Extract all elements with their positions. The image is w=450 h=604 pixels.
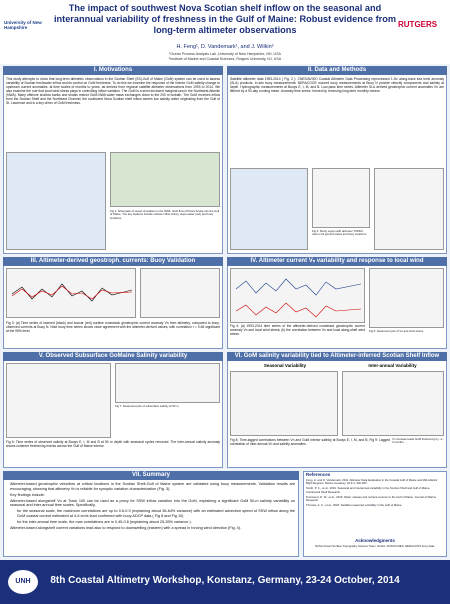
section-title: II. Data and Methods	[227, 66, 447, 75]
title: The impact of southwest Nova Scotian she…	[53, 3, 397, 35]
figure	[230, 268, 365, 323]
map-figure	[6, 152, 106, 250]
section-title: VII. Summary	[3, 471, 299, 480]
footer	[0, 560, 450, 604]
figure	[312, 168, 370, 228]
caption: Vn increase leads GoM freshening by ~1-3…	[392, 438, 444, 445]
section-title: IV. Altimeter current Vₙ variability and…	[227, 257, 447, 266]
body-text: Fig 6: Time series of observed salinity …	[6, 440, 220, 448]
bullet: Altimeter-based alongshelf current varia…	[10, 526, 242, 531]
caption: Fig 2: Study region with altimeter TOPEX…	[312, 230, 367, 237]
affiliation: ²Institute of Marine and Coastal Science…	[168, 57, 282, 61]
reference: Feng, H. and D. Vandemark, 2011. Altimet…	[306, 479, 438, 486]
body-text: Fig 8: Time-lagged correlations between …	[230, 438, 390, 446]
acknowledgments-text: NASA Ocean Surface Topography Science Te…	[315, 545, 435, 548]
reference: Smith, P. C., et al., 2001. Seasonal and…	[306, 486, 431, 494]
acknowledgments-title: Acknowledgments	[355, 538, 395, 543]
header	[0, 0, 450, 64]
figure	[374, 168, 444, 250]
map-figure	[230, 168, 308, 250]
figure-label: Seasonal Variability	[263, 363, 307, 368]
body-text: Fig 4: (a) 1993-2014 time series of the …	[230, 324, 365, 336]
figure	[115, 363, 220, 403]
figure	[342, 371, 444, 436]
section-title: VI. GoM salinity variability tied to Alt…	[227, 352, 447, 361]
figure-sketch	[235, 278, 362, 318]
figure-label: Inter-annual Variability	[368, 363, 417, 368]
body-text: Satellite altimeter data 1993-2014 ( Fig…	[230, 77, 444, 93]
section-title: I. Motivations	[3, 66, 223, 75]
bullet: for the seasonal scale, the maximum corr…	[17, 509, 295, 519]
caption: Fig 5: Seasonal cycle of Vn and wind str…	[369, 330, 424, 333]
panel	[303, 471, 447, 557]
body-text: Fig 3: (a) Time series of lowered (black…	[6, 321, 220, 333]
reference: Thomas, A. C., et al., 2003. Satellite-m…	[306, 502, 403, 507]
figure	[230, 371, 338, 436]
logo-right: RUTGERS	[398, 20, 438, 29]
map-figure	[110, 152, 220, 207]
section-title: V. Observed Subsurface GoMaine Salinity …	[3, 352, 223, 361]
figure	[6, 363, 111, 438]
reference: Townsend, D. W., et al., 2015. Water mas…	[306, 494, 437, 503]
figure	[369, 268, 444, 328]
reference-list: Feng, H. and D. Vandemark, 2011. Altimet…	[306, 479, 444, 537]
affiliation: ¹Ocean Process Analysis Lab ,University …	[169, 52, 281, 56]
section-title: III. Altimeter-derived geostroph. curren…	[3, 257, 223, 266]
bullet: Altimeter-based alongshelf Vn at Track 1…	[10, 498, 295, 508]
footer-logo: UNH	[8, 570, 38, 594]
references-title: References	[306, 472, 331, 477]
bullet: for the inter-annual time scale, the max…	[17, 520, 192, 525]
footer-text: 8th Coastal Altimetry Workshop, Konstanz…	[50, 575, 400, 586]
body-text: This study attempts to show that long-te…	[6, 77, 220, 105]
bullet: Key findings include:	[10, 492, 45, 497]
caption: Fig 1: Schematic of ocean circulation in…	[110, 210, 220, 220]
figure	[6, 268, 136, 318]
figure-sketch	[11, 283, 133, 302]
caption: Fig 7: Seasonal cycle of subsurface sali…	[115, 405, 180, 408]
bullet-list: Altimeter-based geostrophic velocities a…	[7, 482, 295, 555]
bullet: Altimeter-based geostrophic velocities a…	[10, 482, 295, 491]
authors: H. Feng¹, D. Vandemark¹, and J. Wilkin²	[176, 44, 274, 50]
logo-left: University of New Hampshire	[4, 20, 42, 30]
figure	[140, 268, 220, 318]
